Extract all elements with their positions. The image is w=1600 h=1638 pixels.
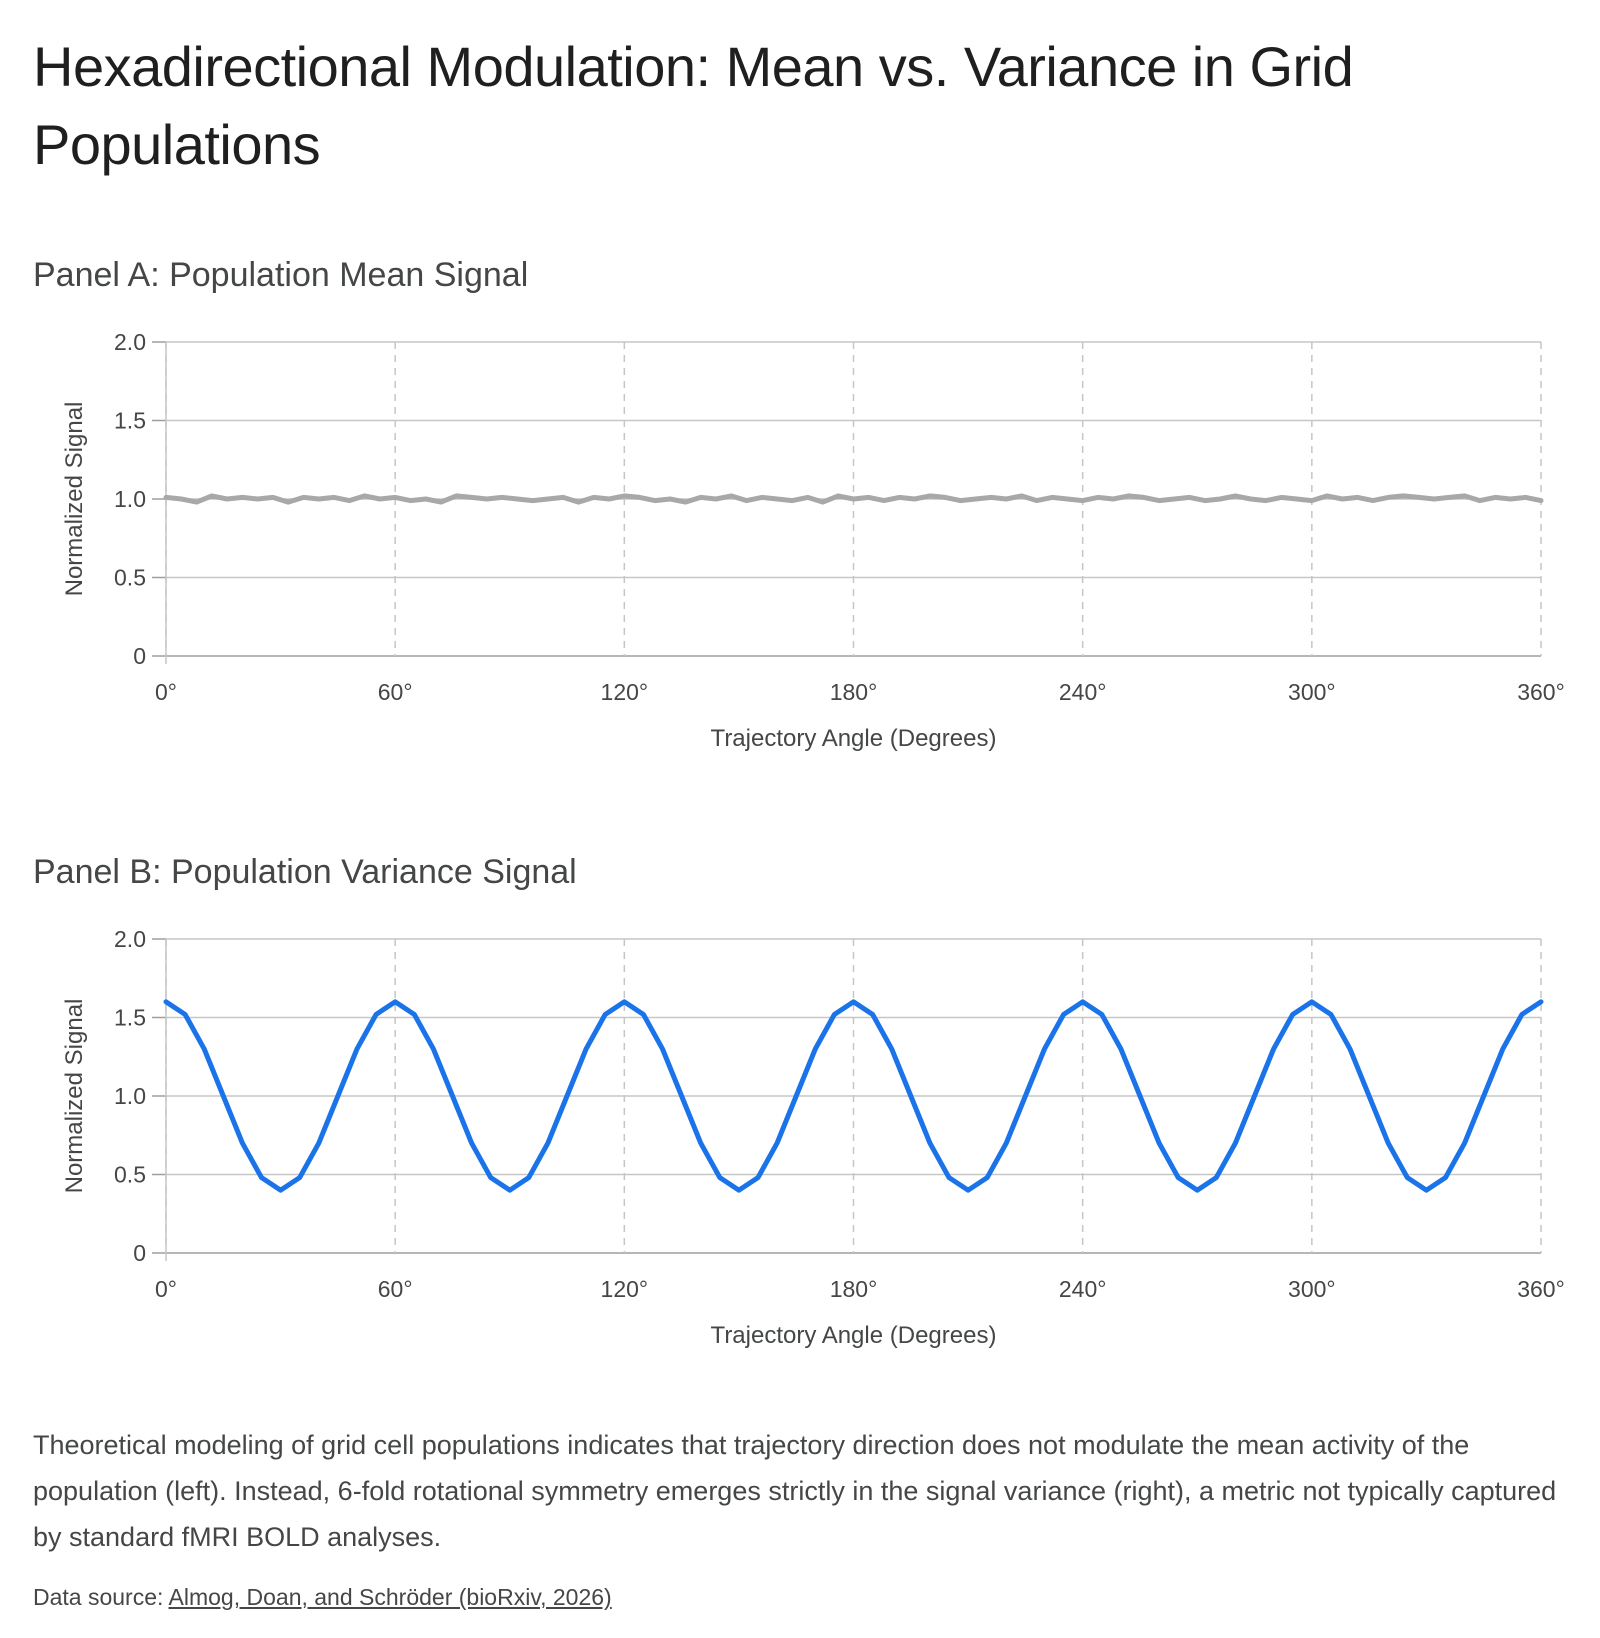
data-source-link[interactable]: Almog, Doan, and Schröder (bioRxiv, 2026… <box>168 1584 612 1610</box>
panel-a-ytick-label-2: 1.0 <box>114 486 146 512</box>
panel-a-ytick-label-1: 0.5 <box>114 565 146 591</box>
panel-b-xtick-label-1: 60° <box>378 1276 413 1302</box>
panel-b-xtick-label-6: 360° <box>1517 1276 1565 1302</box>
panel-b-ytick-label-0: 0 <box>133 1240 146 1266</box>
panel-b-title: Panel B: Population Variance Signal <box>33 853 577 891</box>
panel-a-ytick-label-3: 1.5 <box>114 408 146 434</box>
panel-b-xtick-label-5: 300° <box>1288 1276 1336 1302</box>
panel-a-title: Panel A: Population Mean Signal <box>33 256 529 294</box>
panel-a-xtick-label-5: 300° <box>1288 679 1336 705</box>
panel-b-xtick-label-4: 240° <box>1059 1276 1107 1302</box>
panel-b-ytick-label-1: 0.5 <box>114 1162 146 1188</box>
panel-a-ytick-label-0: 0 <box>133 643 146 669</box>
panel-b-xtick-label-2: 120° <box>601 1276 649 1302</box>
data-source-prefix: Data source: <box>33 1584 169 1610</box>
panel-a-xtick-label-0: 0° <box>155 679 177 705</box>
data-source: Data source: Almog, Doan, and Schröder (… <box>33 1584 612 1611</box>
panel-a-xtick-label-6: 360° <box>1517 679 1565 705</box>
panel-a-xtick-label-4: 240° <box>1059 679 1107 705</box>
page-title: Hexadirectional Modulation: Mean vs. Var… <box>33 35 1354 176</box>
panel-b-ytick-label-4: 2.0 <box>114 926 146 952</box>
panel-b-ytick-label-3: 1.5 <box>114 1005 146 1031</box>
panel-a-y-axis-label: Normalized Signal <box>61 402 88 597</box>
panel-a-chart: 0 0.5 1.0 1.5 2.0 0° 60° 120° 180° 240° 300° 360° Tr… <box>61 329 1565 752</box>
panel-a-xtick-label-3: 180° <box>830 679 878 705</box>
panel-a-x-axis-label: Trajectory Angle (Degrees) <box>711 725 997 752</box>
figure-caption: Theoretical modeling of grid cell popula… <box>33 1430 1557 1552</box>
panel-a-series-line-0 <box>163 493 1544 505</box>
panel-a-ytick-label-4: 2.0 <box>114 329 146 355</box>
panel-b-y-axis-label: Normalized Signal <box>61 999 88 1194</box>
panel-a-xtick-label-1: 60° <box>378 679 413 705</box>
panel-b-x-axis-label: Trajectory Angle (Degrees) <box>711 1322 997 1349</box>
panel-b-xtick-label-0: 0° <box>155 1276 177 1302</box>
panel-a-xtick-label-2: 120° <box>601 679 649 705</box>
panel-b-series-line-0 <box>163 999 1544 1193</box>
panel-b-xtick-label-3: 180° <box>830 1276 878 1302</box>
panel-b-ytick-label-2: 1.0 <box>114 1083 146 1109</box>
panel-b-chart: 0 0.5 1.0 1.5 2.0 0° 60° 120° 180° 240° 300° 360° Tr… <box>61 926 1565 1349</box>
